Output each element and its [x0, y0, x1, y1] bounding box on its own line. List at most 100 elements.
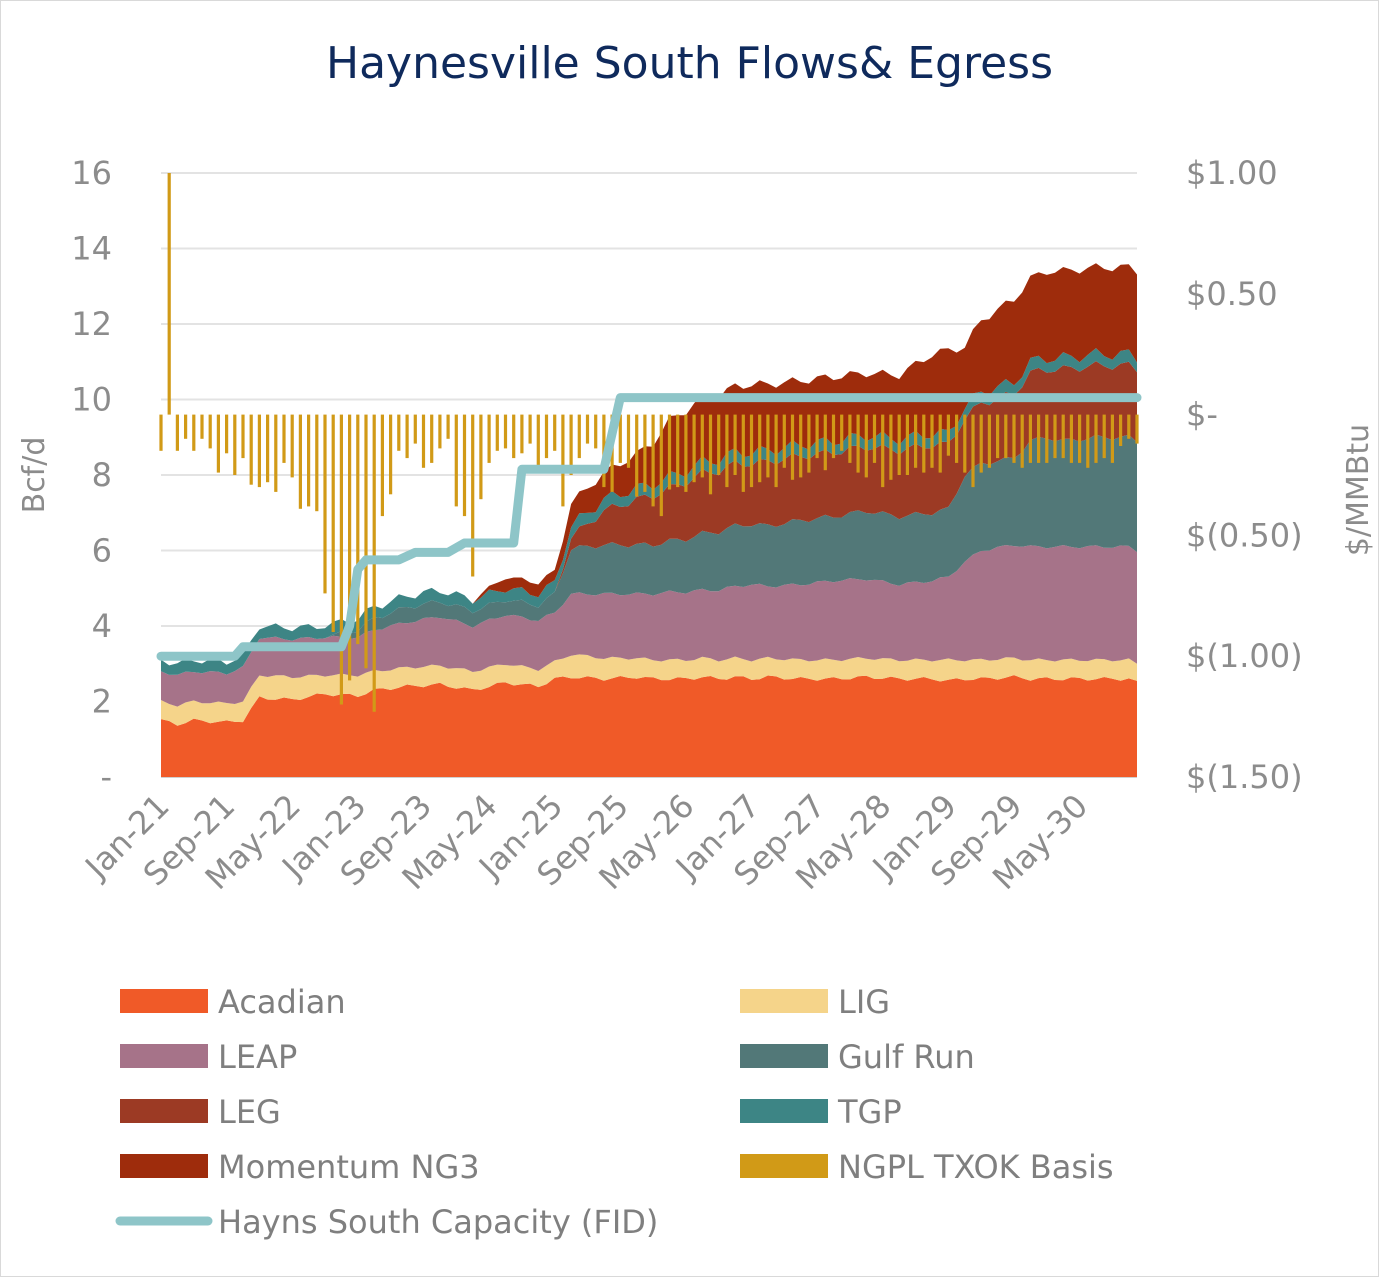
basis-bar-103	[1004, 414, 1008, 459]
basis-bar-7	[216, 414, 220, 473]
legend-swatch-acadian	[120, 989, 208, 1013]
y-tick-0: -	[100, 758, 112, 796]
basis-bar-64	[684, 414, 688, 492]
basis-bar-109	[1053, 414, 1057, 459]
basis-bar-82	[831, 414, 836, 459]
legend-label-momentum-ng3: Momentum NG3	[218, 1148, 480, 1186]
basis-bar-18	[307, 414, 311, 507]
y-tick-1: 2	[92, 683, 112, 721]
basis-bar-12	[257, 414, 261, 488]
basis-bar-33	[430, 414, 434, 463]
basis-bar-96	[946, 414, 950, 456]
basis-bar-46	[536, 414, 540, 471]
basis-bar-29	[397, 414, 401, 451]
legend-label-leap: LEAP	[218, 1038, 297, 1076]
basis-bar-79	[807, 414, 811, 473]
basis-bar-114	[1094, 414, 1098, 463]
basis-bar-81	[823, 414, 827, 471]
basis-bar-49	[561, 414, 565, 507]
area-momentum-ng3	[161, 263, 1137, 666]
area-gulf-run	[161, 434, 1137, 675]
y2-tick-3: $(0.50)	[1186, 516, 1303, 554]
basis-bar-48	[553, 414, 557, 451]
basis-bar-52	[585, 414, 590, 444]
basis-bar-53	[594, 414, 598, 449]
basis-bar-5	[200, 414, 204, 439]
basis-bar-20	[323, 414, 327, 594]
basis-bar-74	[766, 414, 770, 478]
basis-bars	[159, 173, 1139, 712]
basis-bar-15	[282, 414, 286, 463]
basis-bar-83	[840, 414, 844, 451]
basis-bar-11	[249, 414, 253, 485]
basis-bar-99	[971, 414, 975, 488]
basis-bar-3	[184, 414, 188, 439]
basis-bar-93	[922, 414, 926, 473]
legend-label-tgp: TGP	[837, 1093, 902, 1131]
y-axis-ticks: - 2 4 6 8 10 12 14 16	[71, 154, 112, 796]
basis-bar-21	[331, 414, 335, 632]
basis-bar-87	[872, 414, 877, 463]
basis-bar-97	[955, 414, 959, 463]
legend-swatch-tgp	[740, 1099, 828, 1123]
basis-bar-112	[1078, 414, 1082, 463]
y2-axis-title: $/MMBtu	[1341, 424, 1376, 556]
basis-bar-72	[749, 414, 754, 488]
legend-label-ngpl-txok-basis: NGPL TXOK Basis	[838, 1148, 1114, 1186]
capacity-line	[156, 393, 1142, 661]
basis-bar-75	[774, 414, 778, 488]
basis-bar-34	[438, 414, 442, 449]
y-axis-title: Bcf/d	[17, 437, 52, 514]
basis-bar-68	[717, 414, 721, 475]
basis-bar-71	[741, 414, 745, 492]
y-tick-8: 16	[71, 154, 112, 192]
basis-bar-60	[651, 414, 655, 507]
basis-bar-102	[996, 414, 1000, 459]
basis-bar-58	[635, 414, 639, 497]
basis-bar-13	[266, 414, 270, 483]
y2-tick-5: $(1.50)	[1186, 758, 1303, 796]
legend-label-lig: LIG	[838, 983, 890, 1021]
basis-bar-76	[782, 414, 786, 468]
legend-swatch-ngpl-txok-basis	[740, 1154, 828, 1178]
basis-bar-106	[1028, 414, 1032, 463]
basis-bar-117	[1119, 414, 1123, 446]
basis-bar-22	[339, 414, 343, 705]
basis-bar-47	[544, 414, 549, 459]
y2-tick-1: $0.50	[1186, 275, 1278, 313]
basis-bar-8	[225, 414, 229, 454]
basis-bar-66	[700, 414, 704, 478]
basis-bar-110	[1061, 414, 1065, 459]
basis-bar-85	[856, 414, 860, 473]
legend-swatch-leap	[120, 1044, 208, 1068]
basis-bar-6	[208, 414, 212, 449]
legend: Acadian LIG LEAP Gulf Run LEG TGP Momentum NG3…	[115, 983, 1114, 1241]
basis-bar-50	[569, 414, 573, 475]
basis-bar-40	[487, 414, 491, 463]
legend-swatch-gulf-run	[740, 1044, 828, 1068]
basis-bar-0	[159, 414, 163, 451]
basis-bar-28	[389, 414, 393, 495]
area-leap	[161, 545, 1137, 707]
legend-swatch-momentum-ng3	[120, 1154, 208, 1178]
legend-label-hayns-south-capacity-fid: Hayns South Capacity (FID)	[218, 1203, 658, 1241]
basis-bar-92	[914, 414, 918, 468]
legend-label-acadian: Acadian	[218, 983, 346, 1021]
y2-axis-ticks: $1.00 $0.50 $- $(0.50) $(1.00) $(1.50)	[1186, 154, 1303, 796]
chart-title: Haynesville South Flows& Egress	[325, 38, 1054, 89]
basis-bar-19	[315, 414, 319, 512]
basis-bar-32	[421, 414, 426, 468]
basis-bar-95	[938, 414, 942, 473]
y2-tick-4: $(1.00)	[1186, 637, 1303, 675]
basis-bar-73	[758, 414, 762, 483]
basis-bar-77	[790, 414, 795, 480]
basis-bar-27	[380, 414, 384, 517]
basis-bar-59	[643, 414, 647, 492]
basis-bar-10	[241, 414, 245, 459]
legend-label-leg: LEG	[218, 1093, 281, 1131]
basis-bar-30	[405, 414, 409, 459]
basis-bar-118	[1127, 414, 1131, 439]
basis-bar-84	[848, 414, 852, 463]
basis-bar-16	[290, 414, 294, 478]
basis-bar-45	[528, 414, 532, 444]
